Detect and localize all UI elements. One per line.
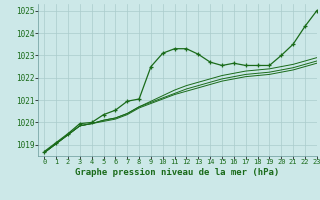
X-axis label: Graphe pression niveau de la mer (hPa): Graphe pression niveau de la mer (hPa) xyxy=(76,168,280,177)
